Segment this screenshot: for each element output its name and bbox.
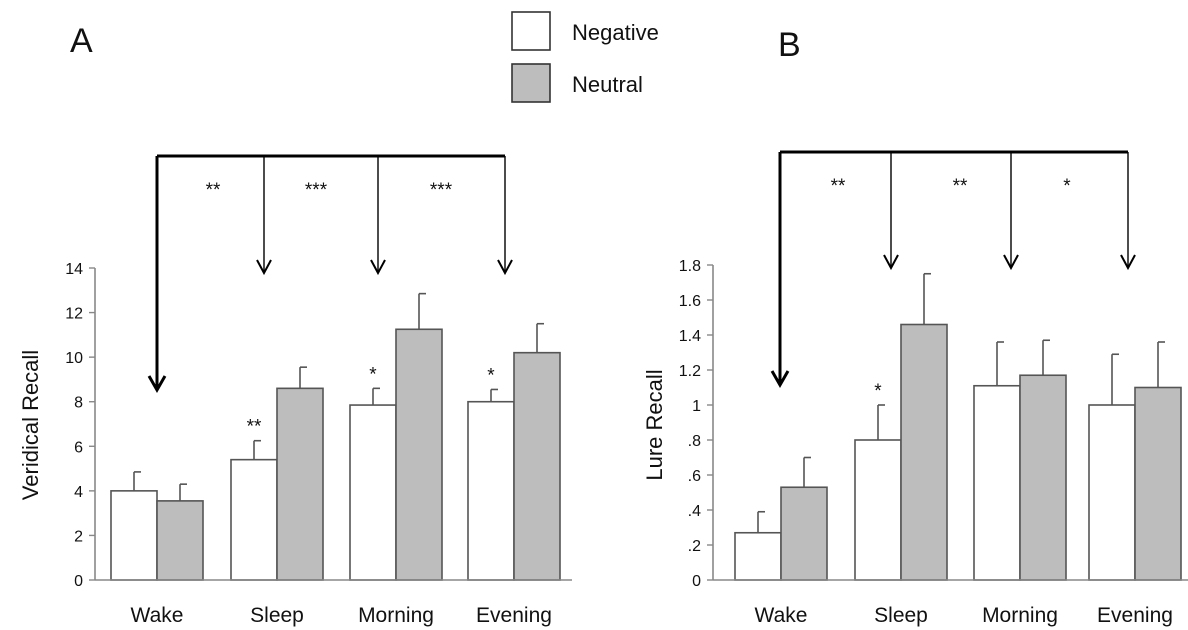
x-tick-label-a-morning: Morning [358, 604, 434, 627]
legend-swatch-negative [512, 12, 550, 50]
bar-b-neutral-evening [1135, 388, 1181, 581]
sig-marker-a-sleep: ** [247, 417, 262, 438]
y-tick-label-b: .8 [688, 433, 701, 450]
y-tick-label-a: 4 [74, 484, 83, 501]
x-tick-label-a-sleep: Sleep [250, 604, 304, 627]
panel-b: B Lure Recall Wake * Sleep Morning Evening 0.… [642, 26, 1188, 627]
bar-b-negative-morning [974, 386, 1020, 580]
legend-label-neutral: Neutral [572, 72, 643, 97]
comparison-label-b-sleep: ** [831, 176, 846, 197]
panel-letter-b: B [778, 26, 801, 64]
bar-a-neutral-evening [514, 353, 560, 580]
x-tick-label-b-morning: Morning [982, 604, 1058, 627]
y-tick-label-b: .4 [688, 503, 701, 520]
comparison-label-b-morning: ** [953, 176, 968, 197]
y-tick-label-b: 1 [692, 398, 701, 415]
x-tick-label-b-sleep: Sleep [874, 604, 928, 627]
bar-a-negative-wake [111, 491, 157, 580]
x-tick-label-a-evening: Evening [476, 604, 552, 627]
comparison-label-b-evening: * [1063, 176, 1071, 197]
y-tick-label-a: 8 [74, 395, 83, 412]
sig-marker-a-evening: * [487, 365, 495, 386]
sig-marker-b-sleep: * [874, 381, 882, 402]
x-tick-label-b-wake: Wake [755, 604, 808, 627]
legend-swatch-neutral [512, 64, 550, 102]
y-tick-label-a: 6 [74, 439, 83, 456]
y-tick-label-a: 2 [74, 528, 83, 545]
panel-a: A Veridical Recall Wake ** Sleep * Morning * E… [18, 22, 572, 627]
bar-b-neutral-morning [1020, 375, 1066, 580]
y-tick-label-a: 12 [65, 306, 83, 323]
bar-b-neutral-sleep [901, 325, 947, 581]
x-tick-label-b-evening: Evening [1097, 604, 1173, 627]
y-tick-label-b: 1.8 [679, 258, 701, 275]
y-tick-label-a: 10 [65, 350, 83, 367]
bar-a-negative-sleep [231, 460, 277, 580]
y-tick-label-b: .2 [688, 538, 701, 555]
y-tick-label-b: 1.6 [679, 293, 701, 310]
bar-b-negative-evening [1089, 405, 1135, 580]
y-tick-label-a: 14 [65, 261, 83, 278]
plot-area-b: Wake * Sleep Morning Evening 0 .2 .4 .6 .8 1 1.2 1.4… [679, 152, 1188, 627]
sig-marker-a-morning: * [369, 364, 377, 385]
y-tick-label-b: 1.2 [679, 363, 701, 380]
bar-b-neutral-wake [781, 487, 827, 580]
comparison-label-a-evening: *** [430, 180, 453, 201]
bar-b-negative-wake [735, 533, 781, 580]
legend-label-negative: Negative [572, 20, 659, 45]
y-axis-title-b: Lure Recall [642, 369, 667, 480]
y-tick-label-a: 0 [74, 573, 83, 590]
bar-a-negative-evening [468, 402, 514, 580]
comparison-label-a-sleep: ** [206, 180, 221, 201]
bar-a-neutral-morning [396, 329, 442, 580]
x-tick-label-a-wake: Wake [131, 604, 184, 627]
comparison-label-a-morning: *** [305, 180, 328, 201]
y-tick-label-b: 1.4 [679, 328, 701, 345]
bar-b-negative-sleep [855, 440, 901, 580]
y-tick-label-b: .6 [688, 468, 701, 485]
bar-a-negative-morning [350, 405, 396, 580]
legend: Negative Neutral [512, 12, 659, 102]
y-tick-label-b: 0 [692, 573, 701, 590]
plot-area-a: Wake ** Sleep * Morning * Evening 0 2 4 6 8 10 12 14 **… [65, 156, 572, 627]
y-axis-title-a: Veridical Recall [18, 350, 43, 500]
bar-a-neutral-sleep [277, 388, 323, 580]
panel-letter-a: A [70, 22, 93, 60]
bar-a-neutral-wake [157, 501, 203, 580]
